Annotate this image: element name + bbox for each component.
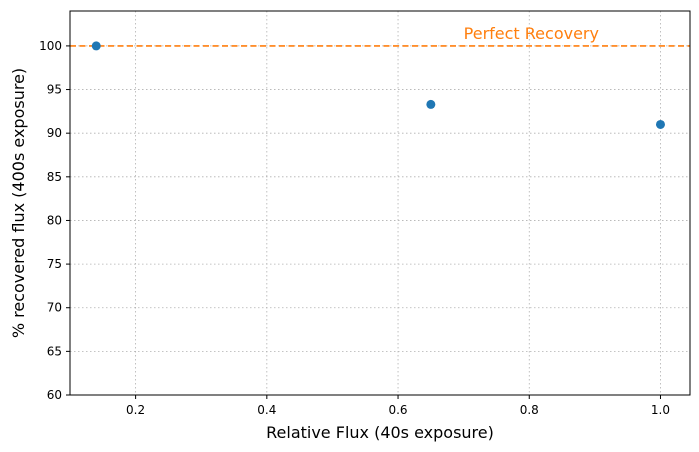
- y-tick-label: 85: [47, 170, 62, 184]
- y-tick-label: 60: [47, 388, 62, 402]
- data-point: [91, 41, 101, 51]
- x-axis-label: Relative Flux (40s exposure): [266, 423, 494, 442]
- y-tick-label: 90: [47, 126, 62, 140]
- x-tick-label: 0.4: [257, 403, 276, 417]
- plot-frame: [69, 10, 691, 396]
- y-tick-label: 70: [47, 301, 62, 315]
- grid: [70, 11, 690, 396]
- reference-line-group: Perfect Recovery: [70, 24, 690, 47]
- x-tick-label: 1.0: [651, 403, 670, 417]
- y-tick-label: 65: [47, 344, 62, 358]
- x-tick-label: 0.8: [520, 403, 539, 417]
- axis-ticks: 0.2 0.4 0.6 0.8 1.0 60 65 70 75 80 85 90 95 100: [39, 39, 670, 417]
- y-tick-label: 100: [39, 39, 62, 53]
- y-tick-label: 80: [47, 213, 62, 227]
- y-tick-label: 75: [47, 257, 62, 271]
- y-tick-label: 95: [47, 83, 62, 97]
- perfect-recovery-label: Perfect Recovery: [464, 24, 599, 43]
- x-tick-label: 0.2: [126, 403, 145, 417]
- x-tick-label: 0.6: [388, 403, 407, 417]
- data-point: [655, 119, 665, 129]
- y-axis-label: % recovered flux (400s exposure): [9, 68, 28, 338]
- data-points: [91, 41, 665, 129]
- data-point: [426, 99, 436, 109]
